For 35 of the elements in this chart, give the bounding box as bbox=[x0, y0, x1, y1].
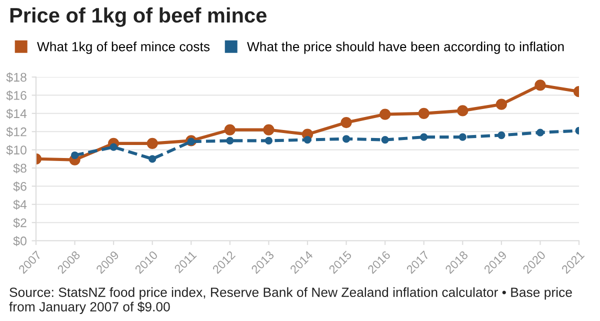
point bbox=[380, 108, 391, 120]
y-tick-label: $16 bbox=[6, 90, 26, 101]
point bbox=[534, 80, 546, 91]
point bbox=[148, 155, 156, 163]
point bbox=[498, 131, 506, 140]
chart-title: Price of 1kg of beef mince bbox=[10, 7, 266, 27]
y-tick-label: $2 bbox=[13, 218, 26, 228]
point bbox=[226, 136, 234, 145]
y-tick-label: $0 bbox=[13, 236, 26, 246]
y-tick-label: $4 bbox=[13, 200, 27, 210]
point bbox=[458, 133, 466, 141]
y-tick-label: $8 bbox=[13, 163, 26, 174]
point bbox=[420, 133, 428, 141]
point bbox=[110, 143, 118, 151]
point bbox=[146, 138, 158, 149]
point bbox=[264, 136, 273, 145]
point bbox=[496, 98, 507, 110]
y-tick-label: $6 bbox=[13, 181, 26, 192]
point bbox=[457, 105, 468, 116]
point bbox=[263, 124, 274, 136]
point bbox=[304, 136, 312, 144]
point bbox=[381, 136, 389, 144]
point bbox=[340, 116, 352, 128]
point bbox=[70, 151, 79, 160]
point bbox=[536, 128, 544, 136]
point bbox=[224, 124, 236, 136]
point bbox=[342, 135, 350, 143]
source-note: Source: StatsNZ food price index, Reserve Bank of New Zealand inflation calculator • Base price from January 2007 of $9.00 bbox=[9, 287, 572, 314]
y-tick-label: $14 bbox=[6, 108, 27, 119]
y-tick-label: $18 bbox=[6, 72, 26, 82]
point bbox=[418, 108, 430, 119]
legend-label: What 1kg of beef mince costs bbox=[37, 42, 210, 54]
y-tick-label: $10 bbox=[6, 145, 26, 156]
legend-label: What the price should have been according to inflation bbox=[247, 42, 564, 54]
y-tick-label: $12 bbox=[6, 126, 26, 138]
